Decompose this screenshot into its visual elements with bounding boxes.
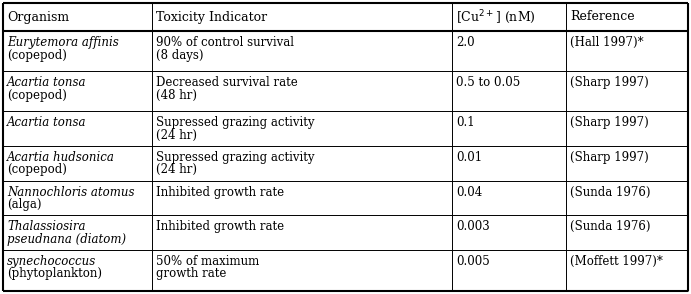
Text: (Moffett 1997)*: (Moffett 1997)* <box>570 255 663 268</box>
Text: 0.003: 0.003 <box>456 220 490 233</box>
Text: Supressed grazing activity: Supressed grazing activity <box>156 151 314 164</box>
Text: 0.005: 0.005 <box>456 255 490 268</box>
Text: Supressed grazing activity: Supressed grazing activity <box>156 116 314 129</box>
Text: Inhibited growth rate: Inhibited growth rate <box>156 186 284 198</box>
Text: 90% of control survival: 90% of control survival <box>156 36 294 49</box>
Text: synechococcus: synechococcus <box>7 255 96 268</box>
Text: 0.5 to 0.05: 0.5 to 0.05 <box>456 76 520 89</box>
Text: Nannochloris atomus: Nannochloris atomus <box>7 186 135 198</box>
Text: Thalassiosira: Thalassiosira <box>7 220 86 233</box>
Text: (Hall 1997)*: (Hall 1997)* <box>570 36 643 49</box>
Text: 0.1: 0.1 <box>456 116 475 129</box>
Text: (24 hr): (24 hr) <box>156 129 197 142</box>
Text: (Sunda 1976): (Sunda 1976) <box>570 220 650 233</box>
Text: growth rate: growth rate <box>156 267 227 280</box>
Text: [Cu$^{2+}$] (nM): [Cu$^{2+}$] (nM) <box>456 8 536 26</box>
Text: pseudnana (diatom): pseudnana (diatom) <box>7 233 126 245</box>
Text: (48 hr): (48 hr) <box>156 89 197 102</box>
Text: (24 hr): (24 hr) <box>156 163 197 176</box>
Text: (Sharp 1997): (Sharp 1997) <box>570 151 649 164</box>
Text: (8 days): (8 days) <box>156 49 204 61</box>
Text: Eurytemora affinis: Eurytemora affinis <box>7 36 119 49</box>
Text: Reference: Reference <box>570 11 634 24</box>
Text: Toxicity Indicator: Toxicity Indicator <box>156 11 267 24</box>
Text: (phytoplankton): (phytoplankton) <box>7 267 102 280</box>
Text: (Sharp 1997): (Sharp 1997) <box>570 116 649 129</box>
Text: (copepod): (copepod) <box>7 49 67 61</box>
Text: Organism: Organism <box>7 11 69 24</box>
Text: (copepod): (copepod) <box>7 89 67 102</box>
Text: 2.0: 2.0 <box>456 36 475 49</box>
Text: 50% of maximum: 50% of maximum <box>156 255 259 268</box>
Text: 0.04: 0.04 <box>456 186 482 198</box>
Text: (alga): (alga) <box>7 198 41 211</box>
Text: (Sharp 1997): (Sharp 1997) <box>570 76 649 89</box>
Text: Acartia hudsonica: Acartia hudsonica <box>7 151 115 164</box>
Text: 0.01: 0.01 <box>456 151 482 164</box>
Text: (copepod): (copepod) <box>7 163 67 176</box>
Text: Acartia tonsa: Acartia tonsa <box>7 76 86 89</box>
Text: Decreased survival rate: Decreased survival rate <box>156 76 298 89</box>
Text: Inhibited growth rate: Inhibited growth rate <box>156 220 284 233</box>
Text: Acartia tonsa: Acartia tonsa <box>7 116 86 129</box>
Text: (Sunda 1976): (Sunda 1976) <box>570 186 650 198</box>
